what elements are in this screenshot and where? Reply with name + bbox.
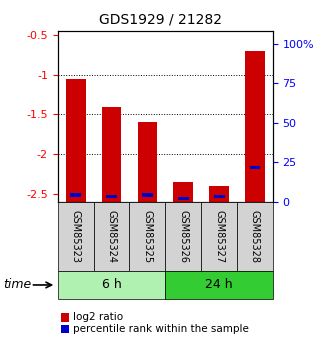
Bar (237, 202, 273, 271)
Text: percentile rank within the sample: percentile rank within the sample (73, 324, 249, 334)
Bar (245, 51, 265, 202)
Bar (70, 193, 81, 197)
Bar (94, 202, 129, 271)
Text: 24 h: 24 h (205, 278, 233, 292)
Bar (173, 182, 193, 202)
Text: time: time (3, 278, 31, 292)
Text: GSM85323: GSM85323 (71, 210, 81, 263)
Text: GSM85328: GSM85328 (250, 210, 260, 263)
Bar (102, 107, 121, 202)
Bar (214, 195, 224, 198)
Text: GSM85325: GSM85325 (143, 210, 152, 263)
Bar (137, 122, 157, 202)
Text: GSM85327: GSM85327 (214, 210, 224, 263)
Text: GSM85326: GSM85326 (178, 210, 188, 263)
Bar (58, 271, 165, 299)
Bar (201, 202, 237, 271)
Text: 6 h: 6 h (102, 278, 121, 292)
Bar (165, 271, 273, 299)
Bar (209, 186, 229, 202)
Bar (61, 313, 69, 322)
Bar (58, 202, 94, 271)
Text: GSM85324: GSM85324 (107, 210, 117, 263)
Bar (178, 197, 189, 200)
Bar (66, 79, 86, 202)
Bar (142, 193, 153, 197)
Text: GDS1929 / 21282: GDS1929 / 21282 (99, 12, 222, 26)
Bar (129, 202, 165, 271)
Text: log2 ratio: log2 ratio (73, 313, 123, 322)
Bar (61, 325, 69, 333)
Bar (165, 202, 201, 271)
Bar (249, 166, 260, 169)
Bar (106, 195, 117, 198)
